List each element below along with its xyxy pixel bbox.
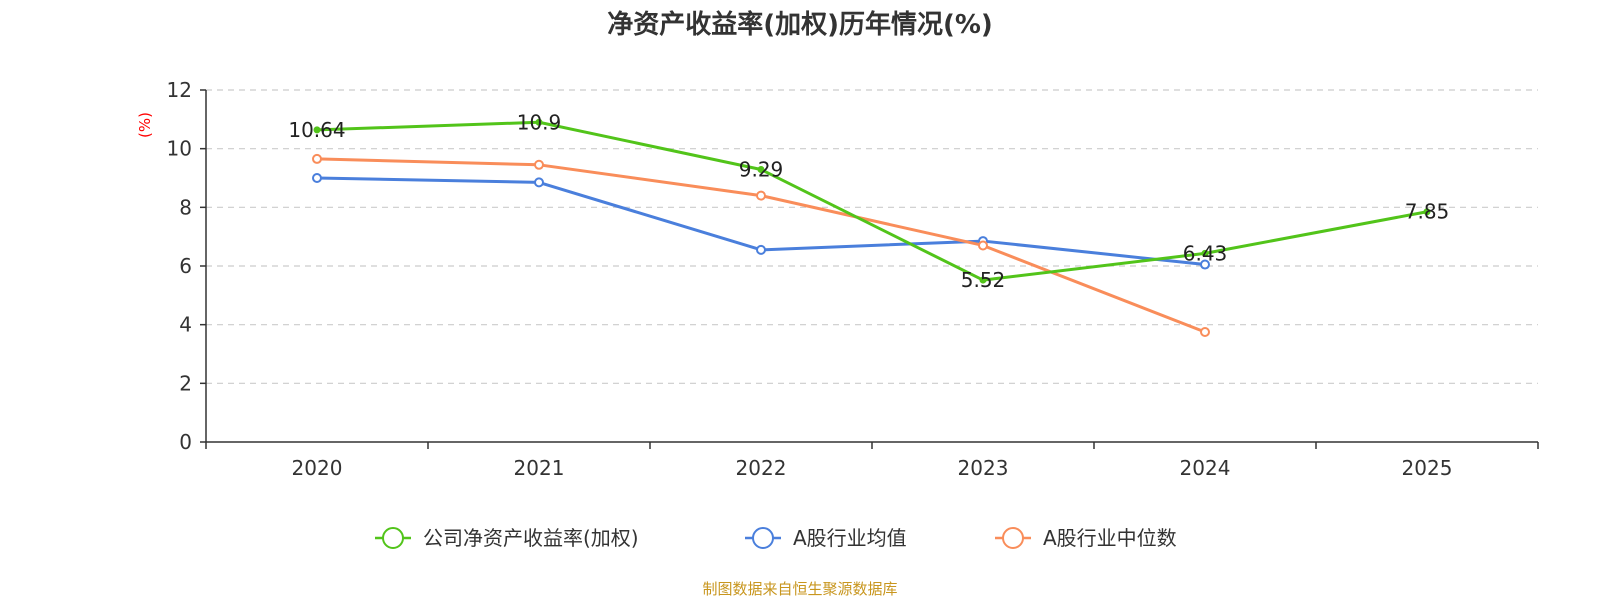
x-tick-label: 2021: [514, 456, 565, 480]
legend[interactable]: 公司净资产收益率(加权) A股行业均值 A股行业中位数: [375, 526, 1177, 550]
y-tick-label: 8: [179, 195, 192, 219]
x-tick-label: 2025: [1402, 456, 1453, 480]
data-label: 5.52: [961, 268, 1006, 292]
grid-lines: [206, 89, 1538, 384]
data-label: 6.43: [1183, 241, 1228, 265]
data-point[interactable]: [535, 118, 543, 126]
axes: 0 2 4 6 8 10 12 2020 2021 2022 2023 2024 2025: [167, 78, 1539, 480]
data-label: 10.64: [288, 118, 345, 142]
data-point[interactable]: [978, 240, 988, 251]
data-point[interactable]: [1423, 208, 1431, 216]
x-tick-label: 2020: [292, 456, 343, 480]
y-tick-label: 2: [179, 371, 192, 395]
legend-swatch-marker: [752, 527, 774, 549]
data-labels: 10.64 10.9 9.29 5.52 6.43 7.85: [288, 110, 1449, 292]
source-note: 制图数据来自恒生聚源数据库: [702, 580, 898, 598]
data-label: 7.85: [1405, 200, 1450, 224]
y-tick-label: 4: [179, 313, 192, 337]
x-tick-label: 2024: [1180, 456, 1231, 480]
legend-label: 公司净资产收益率(加权): [423, 526, 639, 550]
data-point[interactable]: [312, 173, 322, 183]
y-axis-label: (%): [136, 112, 154, 138]
data-point[interactable]: [756, 190, 766, 201]
data-label: 10.9: [517, 110, 562, 134]
legend-label: A股行业均值: [793, 526, 907, 550]
series-lines: [312, 118, 1431, 337]
y-tick-label: 6: [179, 254, 192, 278]
chart-title: 净资产收益率(加权)历年情况(%): [607, 10, 993, 40]
x-tick-label: 2022: [736, 456, 787, 480]
x-tick-label: 2023: [958, 456, 1009, 480]
legend-swatch-marker: [382, 527, 404, 549]
legend-item[interactable]: A股行业均值: [745, 526, 907, 550]
legend-item[interactable]: 公司净资产收益率(加权): [375, 526, 639, 550]
data-point[interactable]: [756, 244, 766, 255]
data-point[interactable]: [313, 126, 321, 134]
data-point[interactable]: [312, 153, 322, 164]
y-tick-label: 0: [179, 430, 192, 454]
legend-swatch-marker: [1002, 527, 1024, 549]
data-point[interactable]: [979, 276, 987, 284]
y-tick-label: 12: [167, 78, 192, 102]
data-point[interactable]: [1200, 259, 1210, 270]
y-tick-label: 10: [167, 137, 192, 161]
data-point[interactable]: [534, 177, 544, 188]
data-label: 9.29: [739, 157, 784, 181]
legend-label: A股行业中位数: [1043, 526, 1177, 550]
legend-item[interactable]: A股行业中位数: [995, 526, 1177, 550]
data-point[interactable]: [1200, 327, 1210, 337]
data-point[interactable]: [1201, 249, 1209, 257]
data-point[interactable]: [757, 165, 765, 173]
series-line: [316, 120, 1428, 282]
data-point[interactable]: [534, 159, 544, 170]
